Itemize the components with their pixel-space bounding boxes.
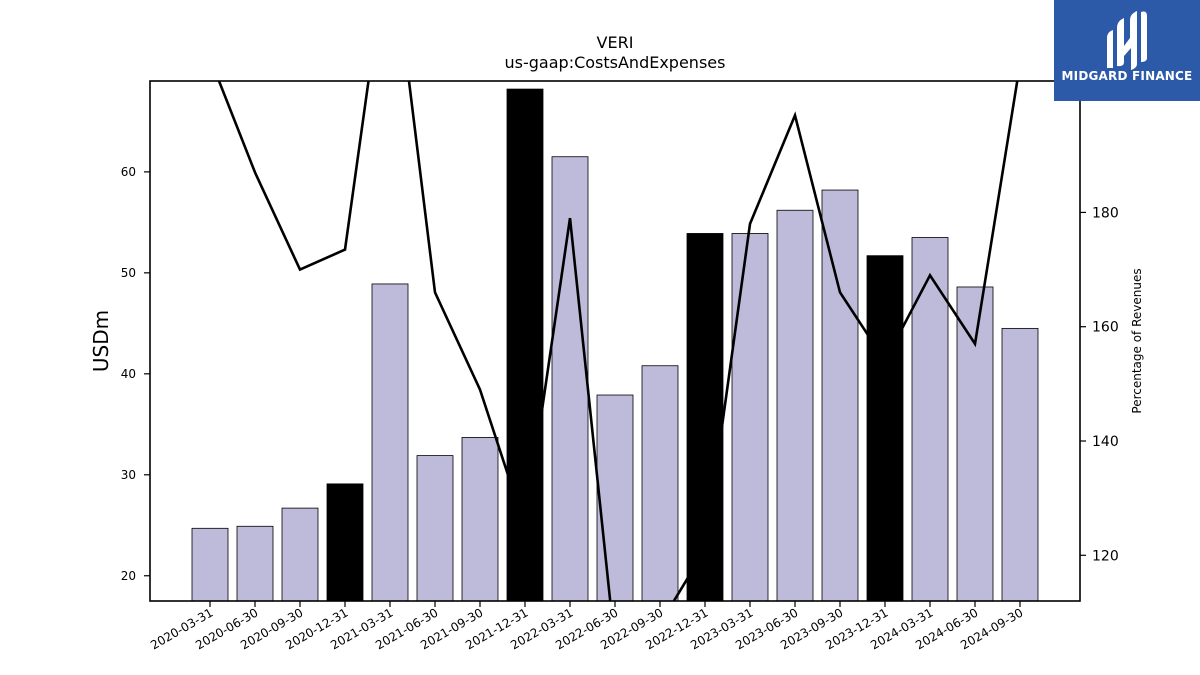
y-tick-label-20: 20: [121, 569, 136, 583]
y-axis-right: 120 140 160 180: [1080, 205, 1119, 564]
bar-2023-03-31: [731, 233, 769, 601]
bar-2021-03-31: [371, 283, 409, 601]
y-tick-label-50: 50: [121, 266, 136, 280]
bar-2021-12-31: [506, 88, 544, 601]
bar-2021-09-30: [461, 437, 499, 601]
bar-2022-09-30: [641, 365, 679, 601]
bar-2024-09-30: [1001, 327, 1039, 601]
bar-2020-06-30: [236, 525, 274, 601]
bar-2022-06-30: [596, 394, 634, 601]
bar-2022-12-31: [686, 233, 724, 601]
bar-2020-12-31: [326, 483, 364, 601]
midgard-m-icon: [1107, 11, 1147, 70]
bar-2020-09-30: [281, 507, 319, 601]
y-tick-label-60: 60: [121, 165, 136, 179]
line-path: [217, 81, 1019, 601]
y-tick-label-40: 40: [121, 367, 136, 381]
bar-2022-03-31: [551, 156, 589, 601]
bar-series: [191, 88, 1039, 601]
bar-2023-12-31: [866, 255, 904, 601]
y-axis-label-left: USDm: [89, 310, 113, 372]
chart-title: VERI: [597, 33, 634, 52]
brand-logo: MIDGARD FINANCE: [1054, 0, 1200, 101]
bar-2023-06-30: [776, 209, 814, 601]
y-axis-left: 20 30 40 50 60: [121, 165, 150, 583]
bar-2020-03-31: [191, 527, 229, 601]
bar-2021-06-30: [416, 455, 454, 601]
y2-tick-label-180: 180: [1092, 205, 1119, 221]
y2-tick-label-140: 140: [1092, 434, 1119, 450]
line-series: [217, 81, 1019, 601]
bar-2024-06-30: [956, 286, 994, 601]
bar-2023-09-30: [821, 189, 859, 601]
x-axis: 2020-03-312020-06-302020-09-302020-12-31…: [148, 601, 1026, 652]
y2-tick-label-120: 120: [1092, 548, 1119, 564]
bar-2024-03-31: [911, 237, 949, 601]
chart-subtitle: us-gaap:CostsAndExpenses: [505, 53, 726, 72]
brand-name: MIDGARD FINANCE: [1061, 69, 1193, 83]
y-axis-label-right: Percentage of Revenues: [1130, 268, 1144, 413]
y2-tick-label-160: 160: [1092, 320, 1119, 336]
y-tick-label-30: 30: [121, 468, 136, 482]
